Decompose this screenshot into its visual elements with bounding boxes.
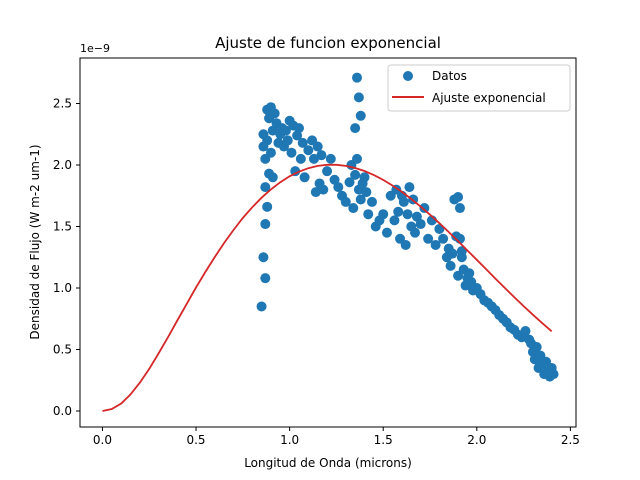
data-point	[438, 233, 449, 244]
data-point	[344, 177, 355, 188]
data-point	[361, 187, 372, 198]
data-point	[378, 209, 389, 220]
data-point	[295, 153, 306, 164]
data-point	[350, 169, 361, 180]
data-point	[363, 209, 374, 220]
data-point	[348, 203, 359, 214]
data-point	[267, 172, 278, 183]
data-point	[447, 248, 458, 259]
data-point	[329, 174, 340, 185]
data-point	[398, 196, 409, 207]
data-point	[410, 227, 421, 238]
plot-area	[79, 57, 577, 428]
data-point	[389, 215, 400, 226]
y-axis-ticks: 0.0 0.5 1.0 1.5 2.0 2.5	[53, 97, 80, 418]
x-axis-label: Longitud de Onda (microns)	[244, 456, 412, 470]
data-point	[430, 239, 441, 250]
data-point	[308, 153, 319, 164]
data-point	[265, 147, 276, 158]
data-point	[340, 196, 351, 207]
x-tick-label: 1.0	[280, 433, 299, 447]
y-tick-label: 0.5	[53, 343, 72, 357]
fit-line	[102, 163, 553, 412]
y-tick-label: 1.5	[53, 220, 72, 234]
data-point	[312, 141, 323, 152]
data-point	[262, 201, 273, 212]
data-point	[411, 211, 422, 222]
data-point	[299, 172, 310, 183]
data-point	[269, 108, 280, 119]
data-point	[359, 172, 370, 183]
data-point	[548, 369, 559, 380]
data-point	[286, 147, 297, 158]
data-point	[404, 182, 415, 193]
chart-title: Ajuste de funcion exponencial	[215, 34, 441, 52]
legend-box	[387, 64, 571, 112]
data-point	[280, 125, 291, 136]
axes-frame	[79, 57, 577, 428]
x-tick-label: 0.5	[186, 433, 205, 447]
legend-label-datos: Datos	[432, 69, 467, 83]
data-point	[333, 182, 344, 193]
data-point	[353, 92, 364, 103]
data-point	[393, 206, 404, 217]
data-point	[355, 110, 366, 121]
x-tick-label: 2.5	[561, 433, 580, 447]
y-tick-label: 1.0	[53, 281, 72, 295]
x-axis-ticks: 0.0 0.5 1.0 1.5 2.0 2.5	[93, 427, 580, 447]
legend-marker-datos	[403, 71, 413, 81]
data-point	[316, 150, 327, 161]
data-point	[402, 209, 413, 220]
data-point	[325, 153, 336, 164]
data-marks	[102, 72, 559, 412]
data-point	[419, 203, 430, 214]
data-point	[400, 239, 411, 250]
data-point	[415, 219, 426, 230]
data-point	[322, 166, 333, 177]
y-tick-label: 2.0	[53, 158, 72, 172]
data-point	[366, 196, 377, 207]
data-point	[290, 166, 301, 177]
data-point	[381, 227, 392, 238]
data-point	[355, 194, 366, 205]
x-tick-label: 2.0	[467, 433, 486, 447]
data-point	[352, 72, 363, 83]
x-tick-label: 1.5	[374, 433, 393, 447]
data-point	[423, 233, 434, 244]
data-point	[531, 342, 542, 353]
data-point	[260, 182, 271, 193]
legend-label-ajuste: Ajuste exponencial	[432, 91, 546, 105]
data-point	[350, 123, 361, 134]
y-axis-label: Densidad de Flujo (W m-2 um-1)	[28, 144, 42, 339]
data-point	[260, 273, 271, 284]
data-point	[454, 203, 465, 214]
data-point	[520, 326, 531, 337]
y-tick-label: 0.0	[53, 404, 72, 418]
data-point	[318, 184, 329, 195]
legend: Datos Ajuste exponencial	[387, 64, 571, 112]
data-point	[453, 191, 464, 202]
data-point	[303, 145, 314, 156]
data-point	[282, 135, 293, 146]
data-point	[293, 123, 304, 134]
data-point	[256, 301, 267, 312]
data-point	[260, 219, 271, 230]
data-point	[297, 137, 308, 148]
x-tick-label: 0.0	[93, 433, 112, 447]
data-point	[267, 125, 278, 136]
data-point	[262, 135, 273, 146]
y-axis-offset-label: 1e−9	[80, 42, 110, 55]
data-point	[352, 153, 363, 164]
y-tick-label: 2.5	[53, 97, 72, 111]
data-point	[464, 268, 475, 279]
data-point	[258, 252, 269, 263]
data-point	[456, 252, 467, 263]
data-point	[445, 260, 456, 271]
